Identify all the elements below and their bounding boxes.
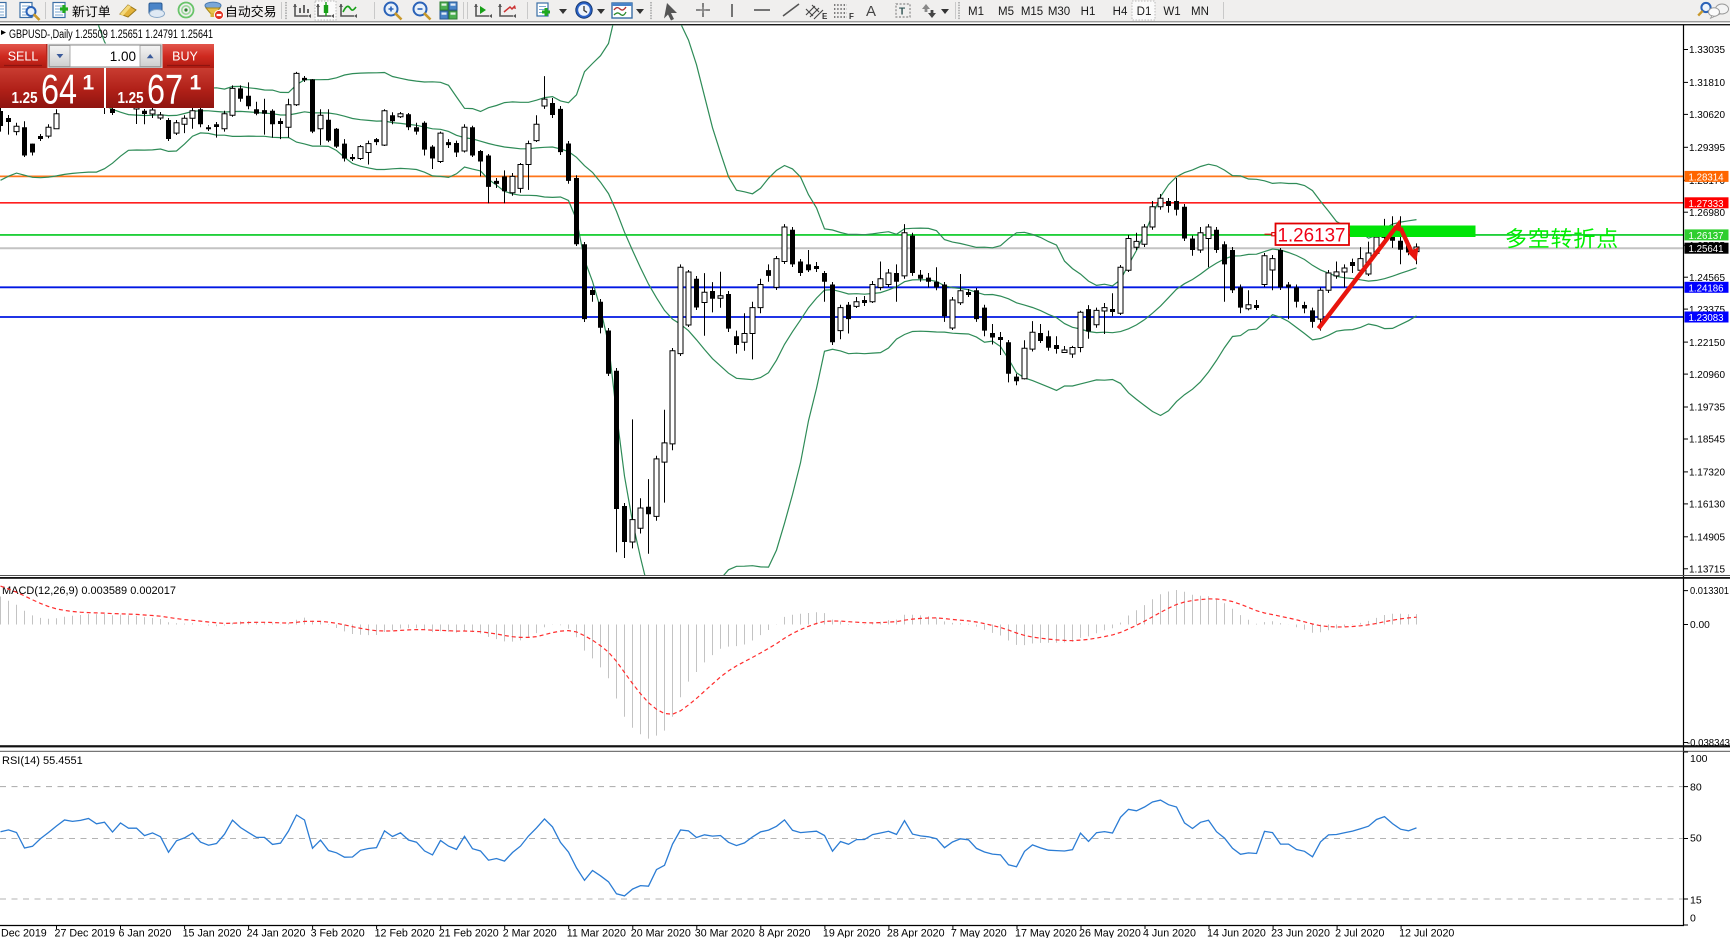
svg-text:15 Jan 2020: 15 Jan 2020 xyxy=(183,928,242,939)
svg-text:50: 50 xyxy=(1690,833,1702,845)
svg-text:19 Apr 2020: 19 Apr 2020 xyxy=(823,928,881,939)
svg-text:1.19735: 1.19735 xyxy=(1689,403,1725,414)
svg-text:1.29395: 1.29395 xyxy=(1689,143,1725,154)
svg-text:1.14905: 1.14905 xyxy=(1689,533,1725,544)
svg-text:1: 1 xyxy=(83,72,95,95)
svg-text:20 Mar 2020: 20 Mar 2020 xyxy=(631,928,691,939)
svg-text:2 Jul 2020: 2 Jul 2020 xyxy=(1335,928,1384,939)
svg-text:17 May 2020: 17 May 2020 xyxy=(1015,928,1077,939)
svg-text:27 Dec 2019: 27 Dec 2019 xyxy=(55,928,116,939)
svg-text:15: 15 xyxy=(1690,895,1702,907)
svg-text:W1: W1 xyxy=(1163,6,1180,18)
svg-text:M30: M30 xyxy=(1048,6,1070,18)
svg-text:11 Mar 2020: 11 Mar 2020 xyxy=(567,928,626,939)
svg-text:H4: H4 xyxy=(1113,6,1128,18)
svg-text:3 Feb 2020: 3 Feb 2020 xyxy=(311,928,365,939)
svg-text:E: E xyxy=(822,12,828,21)
svg-text:D1: D1 xyxy=(1137,6,1152,18)
svg-text:8 Apr 2020: 8 Apr 2020 xyxy=(759,928,811,939)
svg-text:GBPUSD-,Daily 1.25509 1.25651: GBPUSD-,Daily 1.25509 1.25651 1.24791 1.… xyxy=(9,29,213,41)
svg-text:H1: H1 xyxy=(1081,6,1096,18)
svg-text:1.17320: 1.17320 xyxy=(1689,468,1725,479)
svg-text:MACD(12,26,9) 0.003589 0.00201: MACD(12,26,9) 0.003589 0.002017 xyxy=(2,585,176,597)
svg-text:0: 0 xyxy=(1690,913,1696,925)
svg-text:1.23375: 1.23375 xyxy=(1689,305,1725,316)
svg-text:12 Feb 2020: 12 Feb 2020 xyxy=(375,928,435,939)
svg-text:28 Apr 2020: 28 Apr 2020 xyxy=(887,928,945,939)
svg-text:Dec 2019: Dec 2019 xyxy=(1,928,47,939)
svg-text:14 Jun 2020: 14 Jun 2020 xyxy=(1207,928,1266,939)
svg-text:1.25: 1.25 xyxy=(118,90,144,107)
svg-text:1: 1 xyxy=(190,72,202,95)
svg-text:100: 100 xyxy=(1690,753,1708,765)
svg-text:26 May 2020: 26 May 2020 xyxy=(1079,928,1141,939)
svg-text:BUY: BUY xyxy=(172,50,198,64)
svg-text:1.13715: 1.13715 xyxy=(1689,565,1725,576)
svg-text:M1: M1 xyxy=(968,6,984,18)
svg-text:21 Feb 2020: 21 Feb 2020 xyxy=(439,928,499,939)
svg-text:-0.038343: -0.038343 xyxy=(1687,738,1730,749)
svg-text:1.22150: 1.22150 xyxy=(1689,338,1725,349)
svg-text:1.30620: 1.30620 xyxy=(1689,110,1725,121)
svg-text:4 Jun 2020: 4 Jun 2020 xyxy=(1143,928,1196,939)
svg-text:1.26137: 1.26137 xyxy=(1278,225,1346,246)
svg-text:67: 67 xyxy=(147,66,183,113)
svg-text:SELL: SELL xyxy=(8,50,39,64)
svg-text:1.27333: 1.27333 xyxy=(1689,199,1724,210)
svg-text:7 May 2020: 7 May 2020 xyxy=(951,928,1007,939)
svg-text:1.28314: 1.28314 xyxy=(1689,172,1724,183)
svg-text:M5: M5 xyxy=(998,6,1014,18)
svg-text:80: 80 xyxy=(1690,782,1702,794)
svg-text:1.24565: 1.24565 xyxy=(1689,273,1725,284)
svg-text:1.23083: 1.23083 xyxy=(1689,313,1724,324)
svg-text:1.25641: 1.25641 xyxy=(1689,244,1724,255)
svg-text:F: F xyxy=(849,12,854,21)
svg-text:2 Mar 2020: 2 Mar 2020 xyxy=(503,928,557,939)
svg-text:1.33035: 1.33035 xyxy=(1689,45,1725,56)
svg-text:1.25: 1.25 xyxy=(12,90,38,107)
svg-text:1.18545: 1.18545 xyxy=(1689,435,1725,446)
svg-text:1.16130: 1.16130 xyxy=(1689,500,1725,511)
svg-text:1.24186: 1.24186 xyxy=(1689,283,1724,294)
svg-text:30 Mar 2020: 30 Mar 2020 xyxy=(695,928,755,939)
svg-text:0.00: 0.00 xyxy=(1690,620,1710,631)
svg-text:0.013301: 0.013301 xyxy=(1690,586,1729,597)
svg-text:RSI(14) 55.4551: RSI(14) 55.4551 xyxy=(2,755,83,767)
svg-text:23 Jun 2020: 23 Jun 2020 xyxy=(1271,928,1330,939)
svg-text:1.20960: 1.20960 xyxy=(1689,370,1725,381)
svg-text:A: A xyxy=(866,3,876,20)
svg-text:24 Jan 2020: 24 Jan 2020 xyxy=(247,928,306,939)
svg-text:1.26137: 1.26137 xyxy=(1689,231,1724,242)
svg-text:1.31810: 1.31810 xyxy=(1689,78,1725,89)
svg-text:1.00: 1.00 xyxy=(110,49,136,64)
svg-text:1.26980: 1.26980 xyxy=(1689,208,1725,219)
svg-text:64: 64 xyxy=(41,66,77,113)
svg-text:MN: MN xyxy=(1191,6,1209,18)
svg-text:6 Jan 2020: 6 Jan 2020 xyxy=(119,928,172,939)
svg-text:T: T xyxy=(899,7,905,18)
svg-text:12 Jul 2020: 12 Jul 2020 xyxy=(1399,928,1454,939)
svg-text:M15: M15 xyxy=(1021,6,1043,18)
